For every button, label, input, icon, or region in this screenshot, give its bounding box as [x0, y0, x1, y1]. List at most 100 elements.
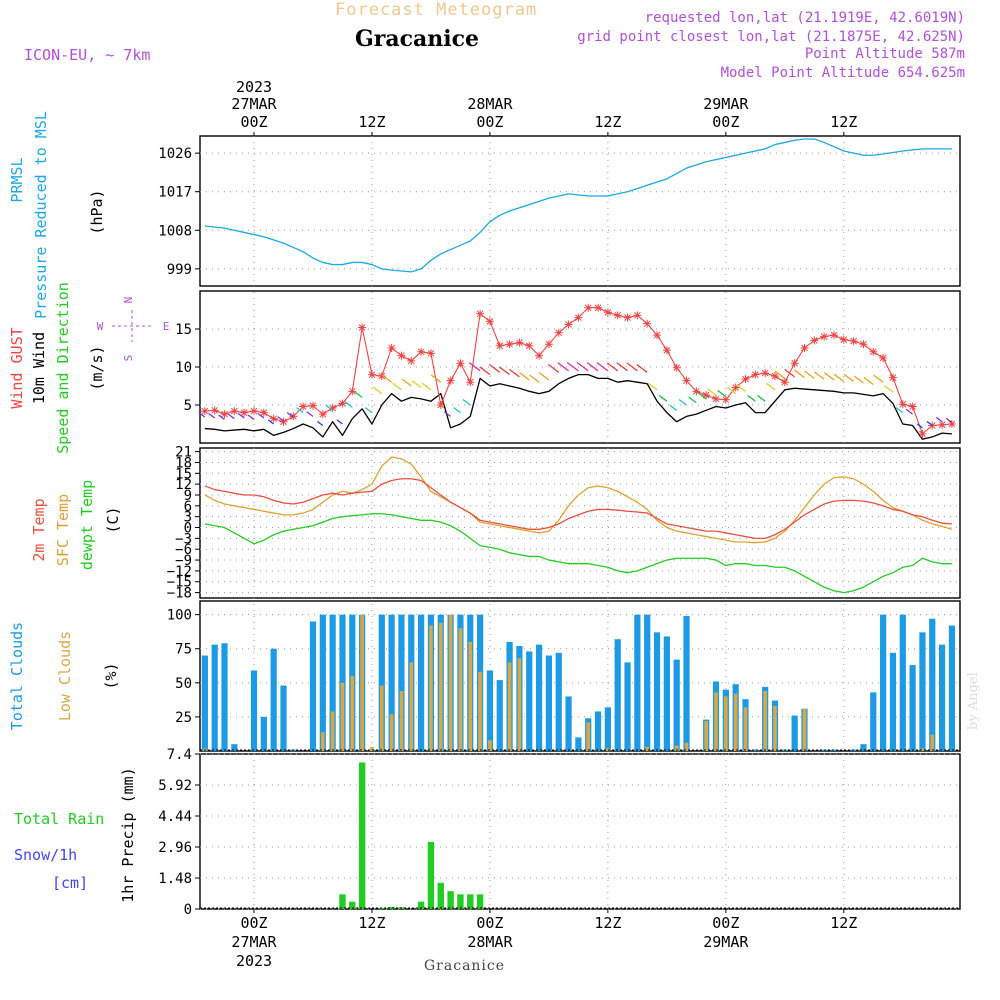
wind-direction-arrow — [286, 412, 294, 418]
wind-direction-arrow — [208, 412, 216, 419]
wind-speed-line — [204, 373, 952, 440]
bottom-hour-label: 12Z — [358, 914, 385, 932]
top-date-label: 29MAR — [703, 95, 749, 113]
rain-bar — [388, 906, 395, 909]
bottom-date-label: 28MAR — [467, 933, 513, 951]
wind-gust-marker — [505, 340, 514, 349]
wind-direction-arrow — [884, 385, 894, 393]
wind-gust-marker — [770, 372, 779, 381]
wind-direction-arrow — [926, 420, 933, 427]
wind-gust-marker — [299, 402, 308, 411]
rain-bar — [358, 762, 366, 909]
temp-ytick-label: 9 — [184, 488, 192, 504]
wind-gust-marker — [230, 407, 239, 416]
wind-direction-arrow — [353, 390, 363, 398]
low-cloud-bar — [507, 662, 512, 751]
temp-ytick-label: 12 — [175, 477, 192, 493]
wind-direction-arrow — [697, 392, 707, 400]
wind-gust-marker — [790, 359, 799, 368]
precip-label-rain: Total Rain — [14, 810, 104, 828]
wind-gust-marker — [741, 375, 750, 384]
wind-gust-marker — [574, 313, 583, 322]
low-cloud-bar — [763, 691, 767, 751]
pressure-ytick-label: 1026 — [158, 146, 192, 162]
low-cloud-bar — [478, 671, 482, 751]
total-cloud-bar — [280, 685, 287, 751]
low-cloud-bar — [468, 641, 473, 751]
wind-direction-arrow — [784, 368, 796, 378]
low-cloud-bar — [606, 748, 610, 751]
temp-ytick-label: 18 — [175, 455, 192, 471]
precip-label-cm: [cm] — [52, 874, 88, 892]
top-date-label: 27MAR — [231, 95, 277, 113]
wind-direction-arrow — [218, 414, 225, 420]
wind-gust-marker — [456, 359, 465, 368]
total-cloud-bar — [201, 655, 208, 751]
total-cloud-bar — [634, 614, 641, 751]
low-cloud-bar — [645, 746, 649, 751]
total-cloud-bar — [604, 707, 611, 751]
total-cloud-bar — [545, 655, 552, 751]
total-cloud-bar — [260, 716, 267, 751]
wind-direction-arrow — [557, 362, 569, 372]
temp-ytick-label: 15 — [175, 466, 192, 482]
compass-w: W — [97, 320, 104, 333]
wind-ytick-label: 5 — [184, 398, 192, 414]
total-cloud-bar — [948, 625, 956, 751]
wind-direction-arrow — [636, 363, 648, 373]
low-cloud-bar — [517, 658, 522, 751]
precip-ytick-label: 2.96 — [158, 840, 192, 856]
clouds-ytick-label: 100 — [167, 608, 192, 624]
wind-direction-arrow — [267, 419, 275, 425]
low-cloud-bar — [674, 745, 679, 751]
wind-gust-marker — [613, 311, 622, 320]
wind-gust-marker — [829, 331, 838, 340]
wind-direction-arrow — [853, 375, 864, 384]
panel-frame-pressure — [199, 135, 961, 287]
wind-gust-marker — [603, 308, 612, 317]
clouds-label-low: Low Clouds — [56, 631, 74, 721]
wind-gust-marker — [712, 394, 721, 403]
temp-ytick-label: 3 — [184, 510, 192, 526]
wind-gust-marker — [318, 410, 327, 419]
wind-gust-marker — [377, 372, 386, 381]
low-cloud-bar — [389, 714, 394, 751]
wind-direction-arrow — [392, 382, 402, 391]
wind-gust-marker — [348, 387, 357, 396]
wind-direction-arrow — [678, 398, 687, 406]
top-hour-label: 00Z — [712, 113, 739, 131]
pressure-ytick-label: 999 — [167, 262, 192, 278]
low-cloud-bar — [340, 682, 345, 751]
clouds-ytick-label: 25 — [175, 710, 192, 726]
wind-gust-marker — [220, 410, 229, 419]
wind-direction-arrow — [757, 394, 766, 402]
bottom-date-label: 29MAR — [703, 933, 749, 951]
rain-bar — [467, 894, 474, 909]
precip-ytick-label: 1.48 — [158, 871, 192, 887]
point-altitude: Point Altitude 587m — [804, 46, 965, 62]
precip-ytick-label: 4.44 — [158, 809, 192, 825]
total-cloud-bar — [486, 670, 494, 751]
wind-direction-arrow — [935, 416, 943, 423]
total-cloud-bar — [644, 614, 651, 751]
wind-gust-marker — [515, 338, 524, 347]
wind-direction-arrow — [296, 407, 304, 414]
low-cloud-bar — [379, 685, 384, 751]
total-cloud-bar — [614, 639, 621, 751]
pressure-label-msl: Pressure Reduced to MSL — [32, 111, 50, 319]
wind-direction-arrow — [443, 411, 451, 417]
location-title: Gracanice — [355, 26, 480, 52]
low-cloud-bar — [370, 746, 374, 751]
temp-ytick-label: −6 — [175, 542, 192, 558]
wind-gust-marker — [387, 344, 396, 352]
total-cloud-bar — [211, 644, 218, 751]
wind-gust-marker — [485, 317, 494, 326]
wind-ytick-label: 10 — [175, 360, 192, 376]
wind-direction-arrow — [833, 373, 845, 382]
total-cloud-bar — [418, 614, 425, 751]
wind-gust-marker — [436, 401, 445, 409]
dewpt-line — [204, 513, 952, 594]
wind-gust-marker — [564, 320, 573, 329]
model-altitude: Model Point Altitude 654.625m — [720, 65, 965, 81]
top-date-label: 28MAR — [467, 95, 513, 113]
